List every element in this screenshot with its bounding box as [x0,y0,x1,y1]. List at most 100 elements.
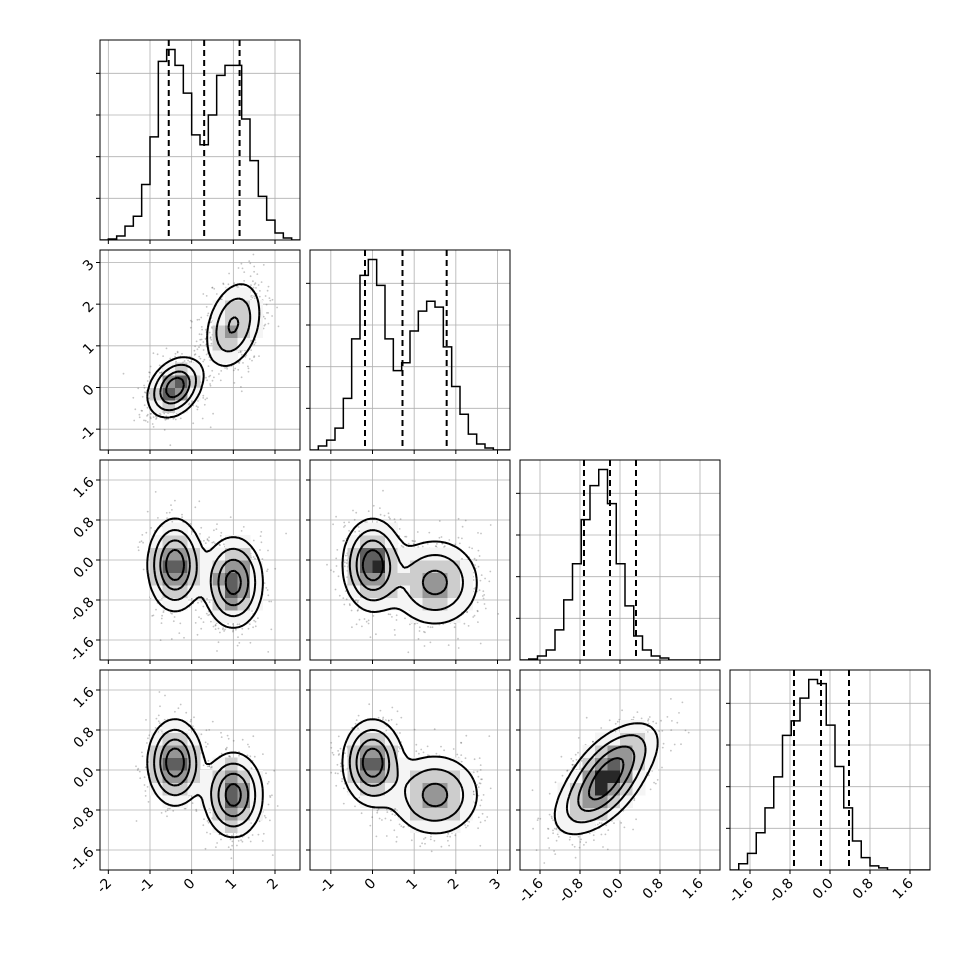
scatter-point [212,412,215,415]
scatter-point [252,556,255,558]
density-cell [372,585,386,598]
panel-frame [99,459,301,661]
scatter-point [213,287,216,290]
scatter-point [483,594,486,596]
density-cell [397,572,411,586]
scatter-point [205,376,207,379]
scatter-point [220,531,223,534]
scatter-point [488,580,491,583]
scatter-point [247,365,249,368]
scatter-point [447,644,450,646]
scatter-point [227,846,230,849]
scatter-point [330,569,332,571]
scatter-point [250,349,253,351]
y-tick-label: -0.8 [67,594,98,625]
scatter-point [205,612,208,615]
scatter-point [188,361,191,363]
scatter-point [158,722,161,724]
contour-1-0-1 [153,297,252,412]
scatter-point [473,587,476,590]
scatter-point [215,846,217,848]
scatter-point [412,540,415,542]
scatter-point [206,820,209,822]
scatter-point [271,298,274,301]
scatter-point [461,537,463,540]
scatter-point [232,630,234,633]
density-cell [422,597,436,611]
scatter-point [232,623,234,626]
density-cell [187,547,201,561]
scatter-point [402,546,404,548]
scatter-point [146,380,149,382]
scatter-point [223,543,225,546]
scatter-point [351,626,353,629]
scatter-point [211,369,214,372]
scatter-point [207,759,210,762]
scatter-point [181,353,183,355]
scatter-point [145,719,147,721]
y-tick-label: -1.6 [67,634,98,665]
scatter-point [209,383,212,385]
scatter-point [335,515,337,518]
density-cell [162,387,176,401]
scatter-point [259,535,262,537]
scatter-point [483,603,486,605]
scatter-point [247,743,249,746]
scatter-point [263,582,266,584]
scatter-point [160,622,163,624]
panel-2-0: -1.6-0.80.00.81.6 [67,459,301,665]
scatter-point [441,542,444,545]
scatter-point [190,360,193,363]
scatter-point [358,618,361,621]
scatter-point [274,567,277,570]
scatter-point [252,626,255,629]
scatter-point [158,371,161,374]
scatter-point [141,755,144,758]
contour-2-1-2 [355,539,448,596]
scatter-point [137,767,140,770]
scatter-point [169,444,172,447]
density-cell [212,325,226,338]
scatter-point [480,574,483,576]
scatter-point [285,532,287,535]
scatter-point [171,612,173,615]
scatter-point [372,615,375,617]
contour-1-0-3 [165,376,185,399]
scatter-point [228,755,231,758]
scatter-point [268,600,271,603]
scatter-point [473,557,476,560]
scatter-point [240,530,243,532]
scatter-point [143,419,145,422]
scatter-point [227,737,230,740]
scatter-point [200,326,203,328]
scatter-point [152,352,155,355]
y-tick-label: 1.6 [71,474,98,501]
scatter-point [143,391,146,394]
scatter-point [224,628,226,631]
scatter-point [219,534,222,537]
scatter-point [337,575,340,578]
scatter-point [223,630,226,632]
density-cell [360,572,373,586]
scatter-point [197,601,199,604]
scatter-point [477,532,479,534]
scatter-point [461,525,464,528]
scatter-point [141,534,144,536]
scatter-point [201,417,204,420]
scatter-point [188,403,190,406]
scatter-point [382,489,384,492]
density-cell [225,560,238,573]
scatter-point [277,325,280,328]
scatter-point [200,333,203,336]
scatter-point [361,625,363,628]
scatter-point [254,341,257,344]
scatter-point [356,601,359,604]
scatter-point [140,409,143,412]
scatter-point [355,623,358,626]
scatter-point [238,623,241,626]
scatter-point [205,295,208,297]
scatter-point [222,628,224,631]
scatter-point [418,661,420,663]
scatter-point [228,272,231,275]
density-cell [225,585,238,598]
